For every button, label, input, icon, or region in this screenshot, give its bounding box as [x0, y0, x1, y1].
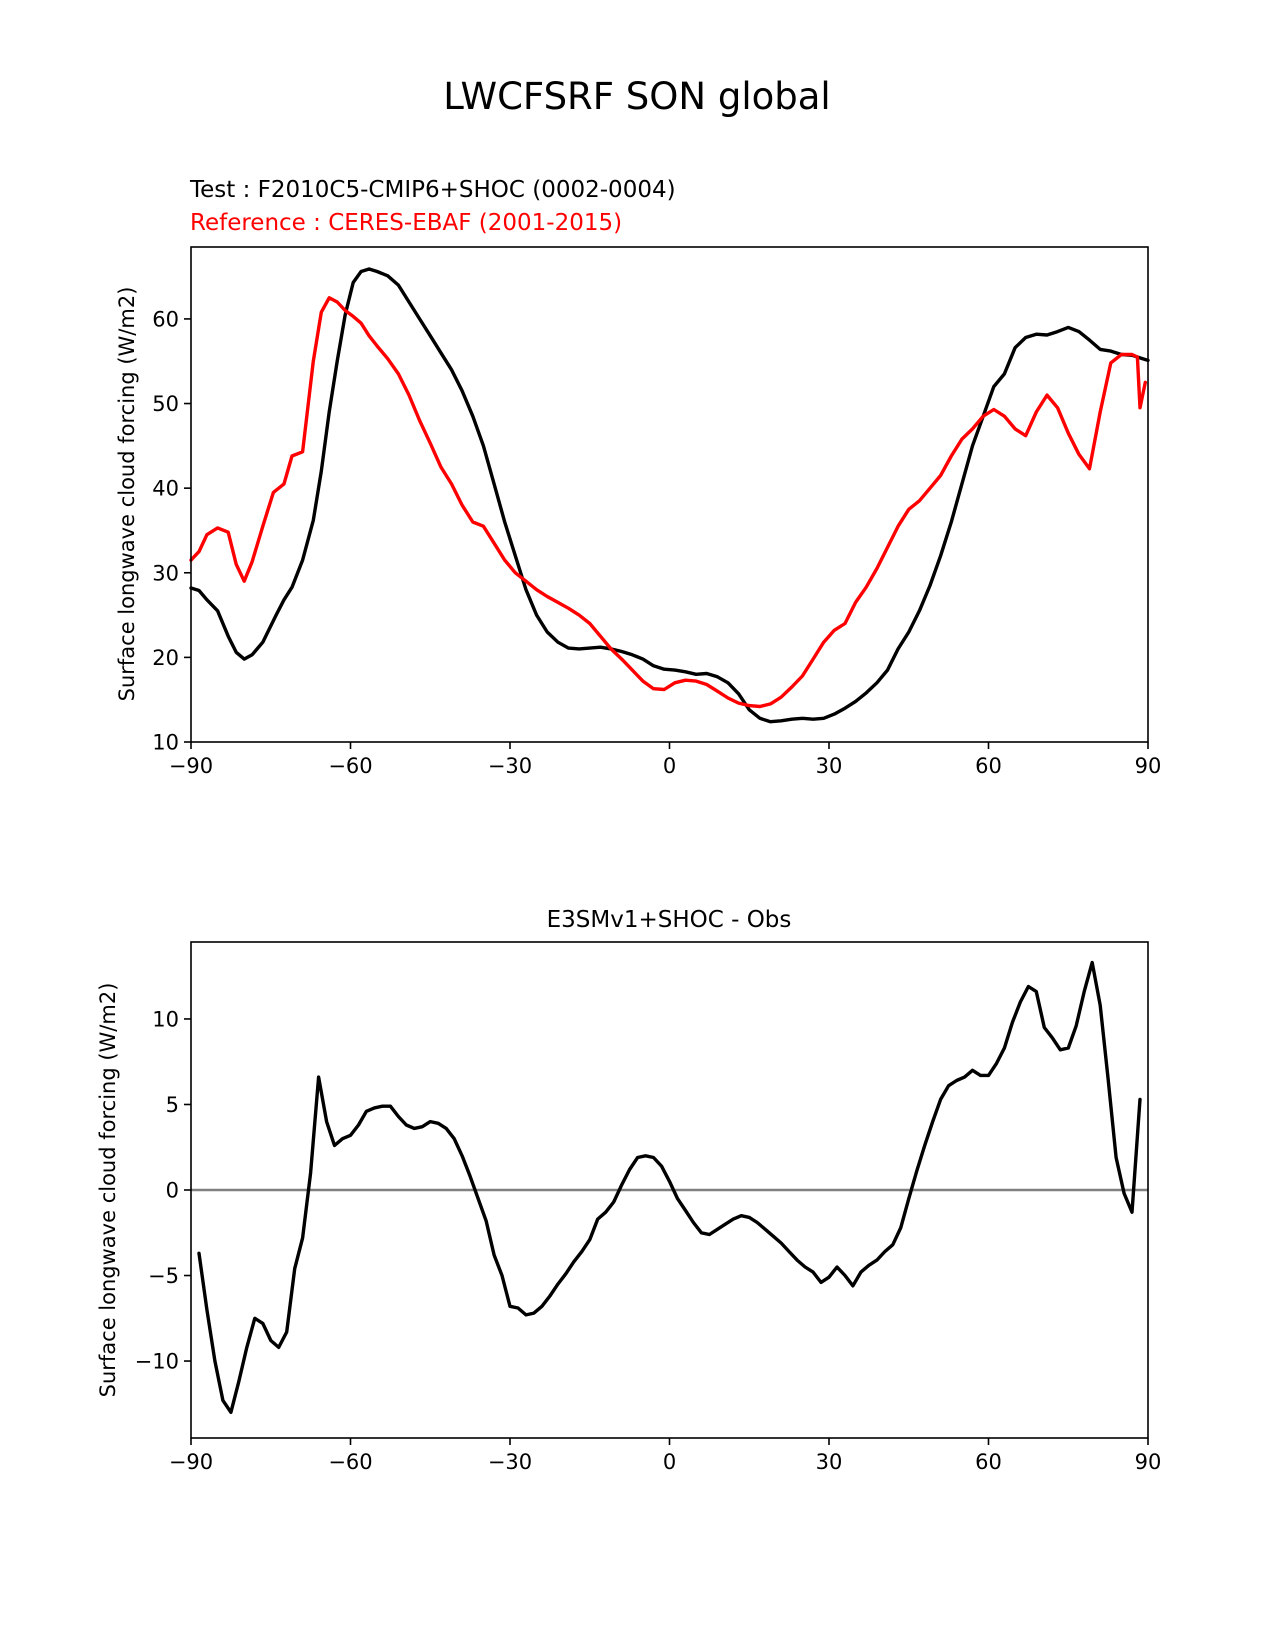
bottom-chart: E3SMv1+SHOC - Obs −90 −60 −30 0 30 60 90 −10 −5 0… — [96, 907, 1161, 1474]
top-series-layer — [189, 267, 1150, 724]
top-series-reference — [189, 296, 1148, 709]
bottom-x-tick-label: 30 — [816, 1450, 843, 1474]
bottom-ticks-layer: −90 −60 −30 0 30 60 90 −10 −5 0 5 10 — [135, 1007, 1162, 1474]
top-x-tick-label: −90 — [169, 754, 213, 778]
bottom-x-tick-label: 60 — [975, 1450, 1002, 1474]
bottom-chart-title: E3SMv1+SHOC - Obs — [547, 907, 792, 933]
bottom-x-tick-label: −60 — [328, 1450, 372, 1474]
bottom-series-layer — [191, 960, 1148, 1415]
top-axes-frame — [190, 246, 1149, 743]
top-y-tick-label: 20 — [152, 646, 179, 670]
top-x-tick-label: 30 — [816, 754, 843, 778]
bottom-y-tick-label: 10 — [152, 1007, 179, 1031]
top-chart: Test : F2010C5-CMIP6+SHOC (0002-0004) Re… — [115, 177, 1161, 778]
top-y-tick-label: 60 — [152, 307, 179, 331]
bottom-x-tick-label: 90 — [1135, 1450, 1162, 1474]
bottom-x-tick-label: −90 — [169, 1450, 213, 1474]
top-y-axis-label: Surface longwave cloud forcing (W/m2) — [115, 287, 139, 702]
top-x-tick-label: 0 — [663, 754, 676, 778]
bottom-y-tick-label: −5 — [148, 1264, 179, 1288]
top-x-tick-label: −60 — [328, 754, 372, 778]
figure-title: LWCFSRF SON global — [443, 75, 830, 118]
top-y-tick-label: 50 — [152, 392, 179, 416]
reference-label: Reference : CERES-EBAF (2001-2015) — [190, 210, 622, 236]
top-x-tick-label: −30 — [488, 754, 532, 778]
bottom-y-axis-label: Surface longwave cloud forcing (W/m2) — [96, 983, 120, 1398]
bottom-y-tick-label: 0 — [166, 1179, 179, 1203]
top-series-test — [189, 267, 1150, 724]
bottom-y-tick-label: 5 — [166, 1093, 179, 1117]
bottom-x-tick-label: 0 — [663, 1450, 676, 1474]
top-y-tick-label: 40 — [152, 477, 179, 501]
top-y-tick-label: 30 — [152, 561, 179, 585]
bottom-series-line-0 — [197, 960, 1142, 1415]
top-x-tick-label: 60 — [975, 754, 1002, 778]
bottom-axes-frame — [190, 941, 1149, 1439]
top-ticks-layer: −90 −60 −30 0 30 60 90 10 20 30 40 50 60 — [152, 307, 1161, 778]
bottom-y-tick-label: −10 — [135, 1350, 179, 1374]
top-x-tick-label: 90 — [1135, 754, 1162, 778]
bottom-x-tick-label: −30 — [488, 1450, 532, 1474]
top-y-tick-label: 10 — [152, 731, 179, 755]
test-label: Test : F2010C5-CMIP6+SHOC (0002-0004) — [189, 177, 676, 203]
